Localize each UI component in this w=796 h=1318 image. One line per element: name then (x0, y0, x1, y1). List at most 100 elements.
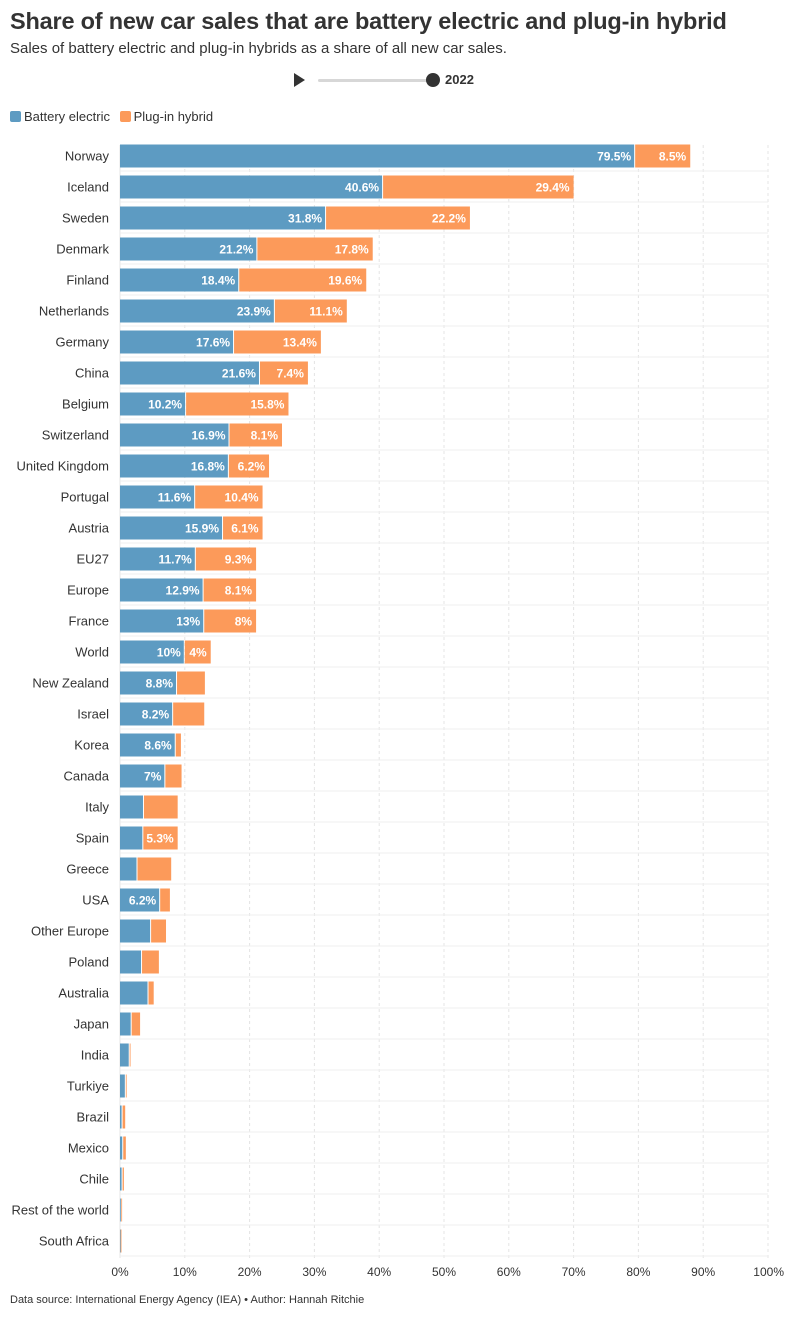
bar-battery-electric (120, 764, 165, 788)
bar-battery-electric (120, 485, 195, 509)
bar-battery-electric (120, 609, 204, 633)
bar-plug-in-hybrid (259, 361, 308, 385)
category-label: Iceland (67, 180, 109, 195)
category-label: Israel (77, 707, 109, 722)
timeline-slider-track[interactable] (318, 79, 434, 82)
data-label-plug-in-hybrid: 8.5% (659, 150, 687, 164)
data-label-battery-electric: 17.6% (196, 336, 230, 350)
bar-battery-electric (120, 206, 326, 230)
data-label-plug-in-hybrid: 8% (235, 615, 253, 629)
bar-battery-electric (120, 1105, 122, 1129)
category-label: Sweden (62, 211, 109, 226)
bar-battery-electric (120, 1198, 121, 1222)
bar-plug-in-hybrid (137, 857, 172, 881)
category-label: Belgium (62, 397, 109, 412)
data-label-battery-electric: 8.8% (146, 677, 174, 691)
timeline-player: 2022 (292, 70, 492, 90)
category-label: Other Europe (31, 924, 109, 939)
bar-plug-in-hybrid (223, 516, 263, 540)
legend-item-battery-electric[interactable]: Battery electric (10, 109, 110, 124)
legend-item-plug-in-hybrid[interactable]: Plug-in hybrid (119, 109, 214, 124)
data-label-battery-electric: 21.6% (222, 367, 256, 381)
bar-plug-in-hybrid (257, 237, 373, 261)
data-source-footer: Data source: International Energy Agency… (10, 1294, 365, 1306)
bar-plug-in-hybrid (204, 609, 257, 633)
category-label: India (81, 1048, 110, 1063)
bar-battery-electric (120, 640, 184, 664)
bar-battery-electric (120, 578, 203, 602)
data-label-battery-electric: 6.2% (129, 894, 157, 908)
bar-plug-in-hybrid (151, 919, 167, 943)
category-label: Germany (56, 335, 110, 350)
bar-chart: Norway Iceland Sweden Denmark Finland Netherl… (11, 144, 784, 1279)
bar-battery-electric (120, 392, 186, 416)
bar-plug-in-hybrid (121, 1198, 123, 1222)
x-tick-label: 50% (432, 1265, 456, 1279)
category-label: Rest of the world (11, 1203, 109, 1218)
data-label-battery-electric: 31.8% (288, 212, 322, 226)
x-tick-label: 80% (626, 1265, 650, 1279)
category-label: Mexico (68, 1141, 109, 1156)
data-label-battery-electric: 10% (157, 646, 181, 660)
data-label-plug-in-hybrid: 8.1% (251, 429, 279, 443)
category-label: Portugal (61, 490, 110, 505)
data-label-battery-electric: 15.9% (185, 522, 219, 536)
data-label-plug-in-hybrid: 13.4% (283, 336, 317, 350)
data-label-battery-electric: 16.8% (191, 460, 225, 474)
bar-plug-in-hybrid (131, 1012, 141, 1036)
bar-plug-in-hybrid (383, 175, 574, 199)
bar-plug-in-hybrid (184, 640, 211, 664)
x-tick-label: 10% (173, 1265, 197, 1279)
legend-swatch-plug-in-hybrid (119, 111, 131, 122)
timeline-slider-handle[interactable] (426, 73, 440, 87)
category-label: World (75, 645, 109, 660)
data-label-battery-electric: 11.7% (158, 553, 192, 567)
bar-battery-electric (120, 919, 151, 943)
category-label: South Africa (39, 1234, 110, 1249)
bar-battery-electric (120, 981, 148, 1005)
data-label-plug-in-hybrid: 29.4% (536, 181, 570, 195)
bar-plug-in-hybrid (635, 144, 691, 168)
bar-battery-electric (120, 144, 635, 168)
data-label-battery-electric: 8.6% (144, 739, 172, 753)
bar-battery-electric (120, 1012, 131, 1036)
category-label: Greece (66, 862, 109, 877)
play-icon[interactable] (294, 73, 305, 87)
category-label: Japan (74, 1017, 109, 1032)
data-label-battery-electric: 21.2% (219, 243, 253, 257)
x-tick-label: 30% (302, 1265, 326, 1279)
data-label-battery-electric: 11.6% (158, 491, 192, 505)
bar-battery-electric (120, 454, 228, 478)
bar-plug-in-hybrid (186, 392, 289, 416)
bar-battery-electric (120, 516, 223, 540)
bar-battery-electric (120, 1043, 129, 1067)
bar-battery-electric (120, 888, 160, 912)
category-label: Finland (66, 273, 109, 288)
bar-plug-in-hybrid (120, 1229, 122, 1253)
bar-battery-electric (120, 547, 195, 571)
category-label: Spain (76, 831, 109, 846)
legend-swatch-battery-electric (10, 111, 21, 122)
bar-plug-in-hybrid (122, 1167, 124, 1191)
bar-plug-in-hybrid (228, 454, 270, 478)
bar-plug-in-hybrid (234, 330, 321, 354)
data-label-plug-in-hybrid: 6.1% (231, 522, 259, 536)
bar-plug-in-hybrid (274, 299, 347, 323)
data-label-plug-in-hybrid: 6.2% (238, 460, 266, 474)
data-label-plug-in-hybrid: 7.4% (277, 367, 305, 381)
bar-plug-in-hybrid (173, 702, 205, 726)
category-label: EU27 (76, 552, 109, 567)
x-tick-label: 100% (753, 1265, 784, 1279)
data-label-plug-in-hybrid: 17.8% (335, 243, 369, 257)
category-label: Switzerland (42, 428, 109, 443)
legend-label-plug-in-hybrid: Plug-in hybrid (133, 109, 214, 124)
data-label-battery-electric: 8.2% (142, 708, 170, 722)
category-label: Italy (85, 800, 109, 815)
category-label: Netherlands (39, 304, 110, 319)
timeline-year: 2022 (445, 72, 474, 87)
bar-battery-electric (120, 857, 137, 881)
data-label-plug-in-hybrid: 19.6% (328, 274, 362, 288)
data-label-battery-electric: 16.9% (191, 429, 225, 443)
bar-battery-electric (120, 1229, 121, 1253)
bar-battery-electric (120, 702, 173, 726)
